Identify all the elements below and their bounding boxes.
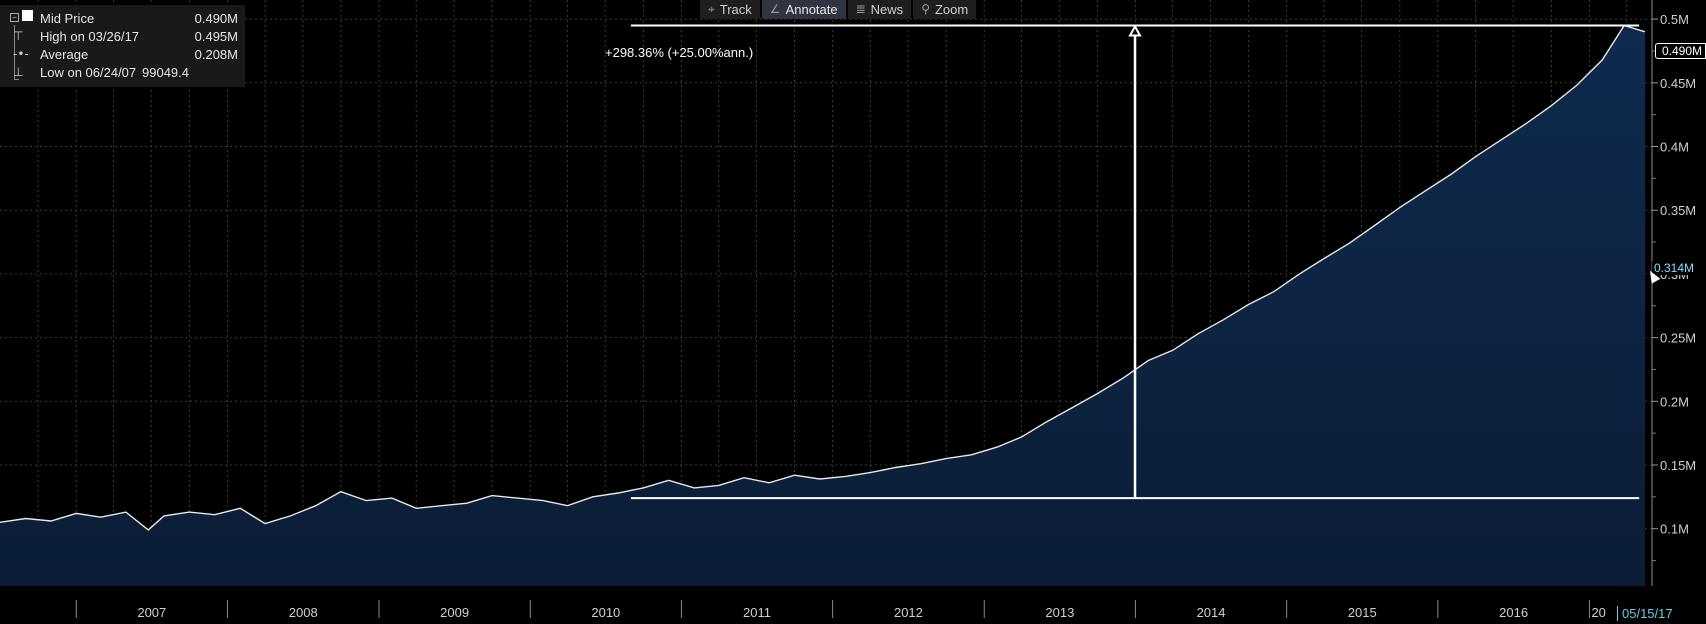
tool-track-button[interactable]: ⌖ Track (700, 0, 760, 19)
y-tick-label: 0.25M (1660, 331, 1696, 346)
x-tick-label: 20 (1591, 605, 1605, 620)
crosshair-icon: ⌖ (708, 1, 715, 16)
legend-value: 0.495M (194, 29, 238, 44)
x-axis: 2007 2008 2009 2010 2011 2012 2013 2014 2015 2016… (75, 600, 1606, 620)
cursor-value-tag: 0.314M (1652, 261, 1697, 275)
y-tick-label: 0.5M (1660, 12, 1689, 27)
x-tick-label: 2012 (894, 605, 923, 620)
x-tick-label: 2010 (591, 605, 620, 620)
y-tick-label: 0.1M (1660, 522, 1689, 537)
legend-row-low: ⊥ Low on 06/24/07 99049.4 (0, 65, 245, 82)
y-tick-label: 0.35M (1660, 203, 1696, 218)
arrow-up-icon (1128, 24, 1142, 37)
y-tick-label: 0.4M (1660, 140, 1689, 155)
price-line (0, 24, 1646, 531)
tool-label: News (870, 1, 904, 17)
legend-value: 0.208M (194, 47, 238, 62)
annotation-label: +298.36% (+25.00%ann.) (605, 45, 754, 60)
tool-label: Track (719, 1, 752, 17)
legend-row-mid: Mid Price 0.490M (0, 11, 245, 28)
price-area (0, 25, 1645, 586)
legend-value: 0.490M (194, 11, 238, 26)
annotation-measure[interactable] (630, 24, 1640, 500)
average-marker-icon: -•- (13, 47, 29, 61)
pencil-icon: ∠ (769, 2, 781, 16)
legend-label: High on 03/26/17 (40, 29, 140, 44)
tool-label: Annotate (785, 1, 838, 17)
last-price-tag: 0.490M (1655, 43, 1706, 59)
x-tick-label: 2007 (137, 605, 166, 620)
legend-label: Average (40, 47, 89, 62)
x-tick-label: 2011 (743, 605, 771, 620)
x-tick-label: 2016 (1499, 605, 1528, 620)
tool-annotate-button[interactable]: ∠ Annotate (761, 0, 846, 19)
x-tick-label: 2008 (289, 605, 318, 620)
low-marker-icon: ⊥ (13, 65, 24, 79)
x-tick-label: 2015 (1348, 605, 1377, 620)
x-tick-label: 2013 (1045, 605, 1074, 620)
news-icon: ≣ (855, 2, 866, 16)
tool-label: Zoom (934, 1, 969, 17)
y-tick-label: 0.45M (1660, 76, 1696, 91)
legend-label: Mid Price (40, 11, 95, 26)
y-tick-label: 0.15M (1660, 458, 1696, 473)
grid-lines (0, 0, 1652, 586)
legend-bracket (14, 25, 19, 80)
chart-toolbar: ⌖ Track ∠ Annotate ≣ News ⚲ Zoom (700, 0, 977, 19)
high-marker-icon: ⊤ (13, 29, 24, 43)
legend-value: 99049.4 (142, 65, 189, 80)
legend-row-high: ⊤ High on 03/26/17 0.495M (0, 29, 245, 46)
tool-news-button[interactable]: ≣ News (847, 0, 912, 19)
last-date-tag: 05/15/17 (1617, 606, 1677, 621)
series-swatch (22, 10, 33, 21)
legend-panel: − Mid Price 0.490M ⊤ High on 03/26/17 0.… (0, 5, 245, 87)
tool-zoom-button[interactable]: ⚲ Zoom (913, 0, 977, 19)
legend-label: Low on 06/24/07 (40, 65, 137, 80)
legend-row-average: -•- Average 0.208M (0, 47, 245, 64)
y-tick-label: 0.2M (1660, 394, 1689, 409)
collapse-icon[interactable]: − (10, 13, 19, 22)
x-tick-label: 2009 (440, 605, 469, 620)
magnifier-icon: ⚲ (921, 2, 930, 16)
x-tick-label: 2014 (1197, 605, 1226, 620)
x-axis-band (0, 586, 1706, 624)
